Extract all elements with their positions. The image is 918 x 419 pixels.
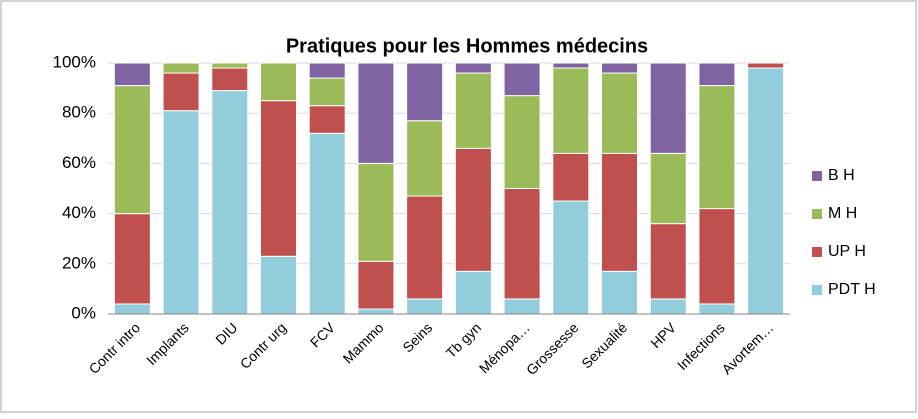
legend-label: UP H	[828, 243, 866, 260]
bar-segment	[698, 303, 736, 315]
bar-segment	[649, 152, 687, 225]
chart-title: Pratiques pour les Hommes médecins	[286, 35, 648, 57]
bar-segment	[552, 152, 590, 202]
bar-segment	[357, 308, 395, 315]
bar-segment	[747, 62, 785, 69]
legend-label: PDT H	[828, 281, 876, 298]
y-tick-label: 0%	[71, 303, 96, 322]
bar-segment	[406, 120, 444, 197]
bar-segment	[503, 298, 541, 315]
bar-segment	[113, 213, 151, 305]
bar-segment	[503, 188, 541, 300]
bar-segment	[308, 62, 346, 79]
bar-segment	[649, 223, 687, 300]
bar-segment	[454, 62, 492, 74]
bar-segment	[260, 62, 297, 102]
bar-segment	[357, 62, 395, 164]
bar-segment	[357, 260, 395, 310]
bar-segment	[406, 298, 444, 315]
bar-segment	[211, 90, 249, 315]
bar-segment	[649, 62, 687, 154]
bar-segment	[601, 152, 638, 272]
bar-segment	[601, 270, 638, 315]
y-tick-label: 40%	[62, 203, 96, 222]
legend-swatch	[812, 209, 822, 219]
y-tick-label: 20%	[62, 253, 96, 272]
bar-segment	[113, 303, 151, 315]
legend-label: B H	[828, 167, 855, 184]
bar-segment	[649, 298, 687, 315]
bar-segment	[260, 255, 297, 315]
bar-segment	[162, 62, 200, 74]
y-tick-label: 60%	[62, 153, 96, 172]
bar-segment	[454, 147, 492, 272]
bar-segment	[406, 195, 444, 300]
bar-segment	[113, 62, 151, 87]
bar-segment	[503, 62, 541, 97]
bar-segment	[552, 62, 590, 69]
bar-segment	[308, 105, 346, 134]
bar-segment	[162, 72, 200, 112]
legend-swatch	[812, 247, 822, 257]
legend-swatch	[812, 171, 822, 181]
legend-swatch	[812, 285, 822, 295]
bar-segment	[698, 62, 736, 87]
bar-segment	[406, 62, 444, 122]
bar-segment	[552, 200, 590, 315]
bar-segment	[454, 72, 492, 149]
bar-segment	[211, 62, 249, 69]
bar-segment	[113, 85, 151, 215]
bar-segment	[260, 100, 297, 257]
bar-segment	[552, 67, 590, 154]
bar-segment	[698, 208, 736, 305]
bar-segment	[601, 72, 638, 154]
y-tick-label: 100%	[53, 52, 96, 71]
legend-label: M H	[828, 205, 857, 222]
bar-segment	[747, 67, 785, 315]
bar-segment	[601, 62, 638, 74]
bar-segment	[162, 110, 200, 315]
bar-segment	[308, 132, 346, 315]
bar-segment	[357, 162, 395, 262]
bar-segment	[454, 270, 492, 315]
bar-segment	[698, 85, 736, 210]
y-tick-label: 80%	[62, 103, 96, 122]
bar-segment	[211, 67, 249, 92]
bar-segment	[308, 77, 346, 107]
bar-segment	[503, 95, 541, 189]
